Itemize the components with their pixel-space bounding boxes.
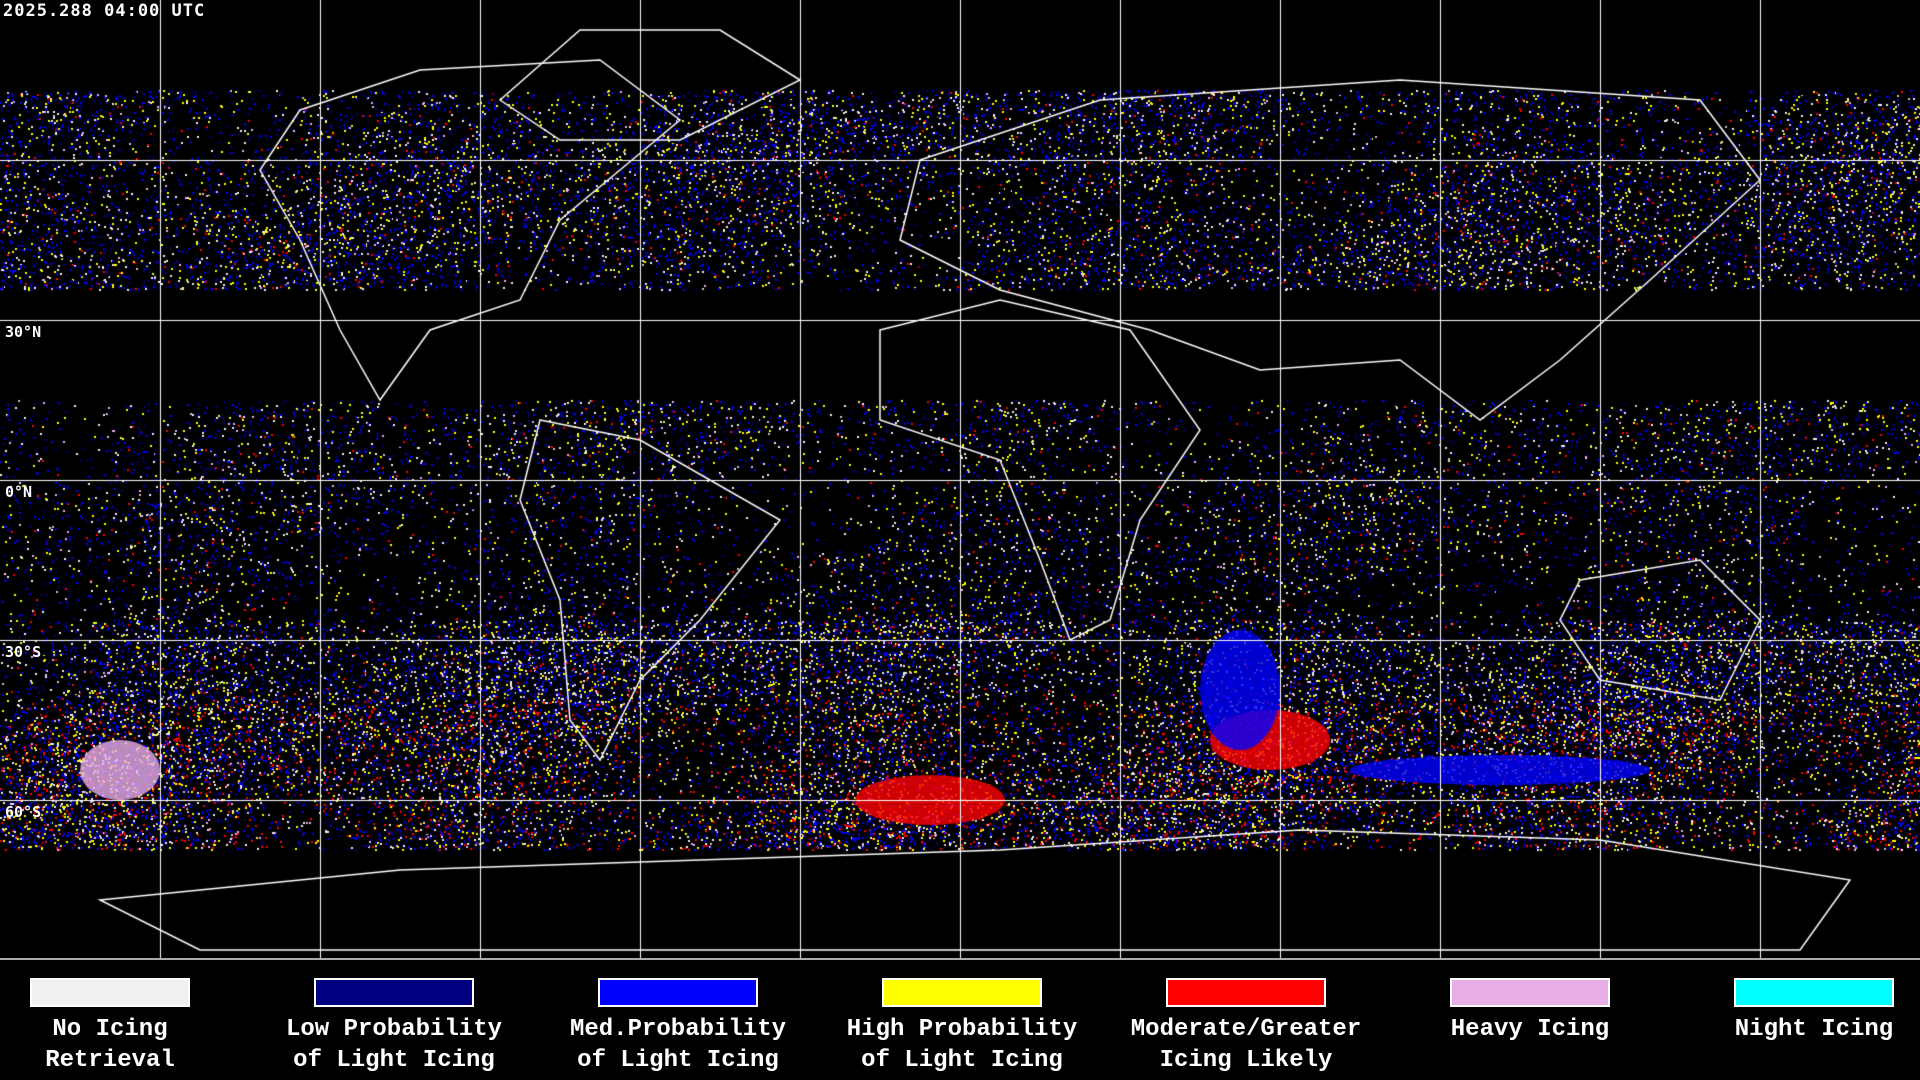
- legend-label: High Probability of Light Icing: [846, 1016, 1078, 1074]
- legend-item-high-probability: High Probability of Light Icing: [847, 978, 1077, 1074]
- legend-label: Heavy Icing: [1450, 1016, 1610, 1043]
- legend-label: Night Icing: [1734, 1016, 1894, 1043]
- legend-label: No Icing Retrieval: [45, 1016, 175, 1074]
- legend-swatch: [1166, 978, 1326, 1007]
- icing-map: 2025.288 04:00 UTC 30°N 0°N 30°S 60°S: [0, 0, 1920, 960]
- legend-item-night-icing: Night Icing: [1732, 978, 1896, 1043]
- legend-item-no-icing: No Icing Retrieval: [28, 978, 192, 1074]
- legend-label: Moderate/Greater Icing Likely: [1130, 1016, 1362, 1074]
- legend-item-moderate-greater: Moderate/Greater Icing Likely: [1131, 978, 1361, 1074]
- timestamp: 2025.288 04:00 UTC: [3, 1, 206, 21]
- legend-swatch: [1734, 978, 1894, 1007]
- legend-swatch: [30, 978, 190, 1007]
- lat-label-0n: 0°N: [5, 483, 33, 501]
- lat-label-30n: 30°N: [5, 323, 42, 341]
- lat-label-60s: 60°S: [5, 803, 42, 821]
- legend-swatch: [882, 978, 1042, 1007]
- legend-label: Med.Probability of Light Icing: [569, 1016, 787, 1074]
- legend-swatch: [1450, 978, 1610, 1007]
- legend-label: Low Probability of Light Icing: [285, 1016, 503, 1074]
- legend-item-med-probability: Med.Probability of Light Icing: [570, 978, 786, 1074]
- legend-swatch: [598, 978, 758, 1007]
- legend-swatch: [314, 978, 474, 1007]
- legend-item-heavy-icing: Heavy Icing: [1448, 978, 1612, 1043]
- lat-label-30s: 30°S: [5, 643, 42, 661]
- legend-item-low-probability: Low Probability of Light Icing: [286, 978, 502, 1074]
- icing-map-canvas: [0, 0, 1920, 958]
